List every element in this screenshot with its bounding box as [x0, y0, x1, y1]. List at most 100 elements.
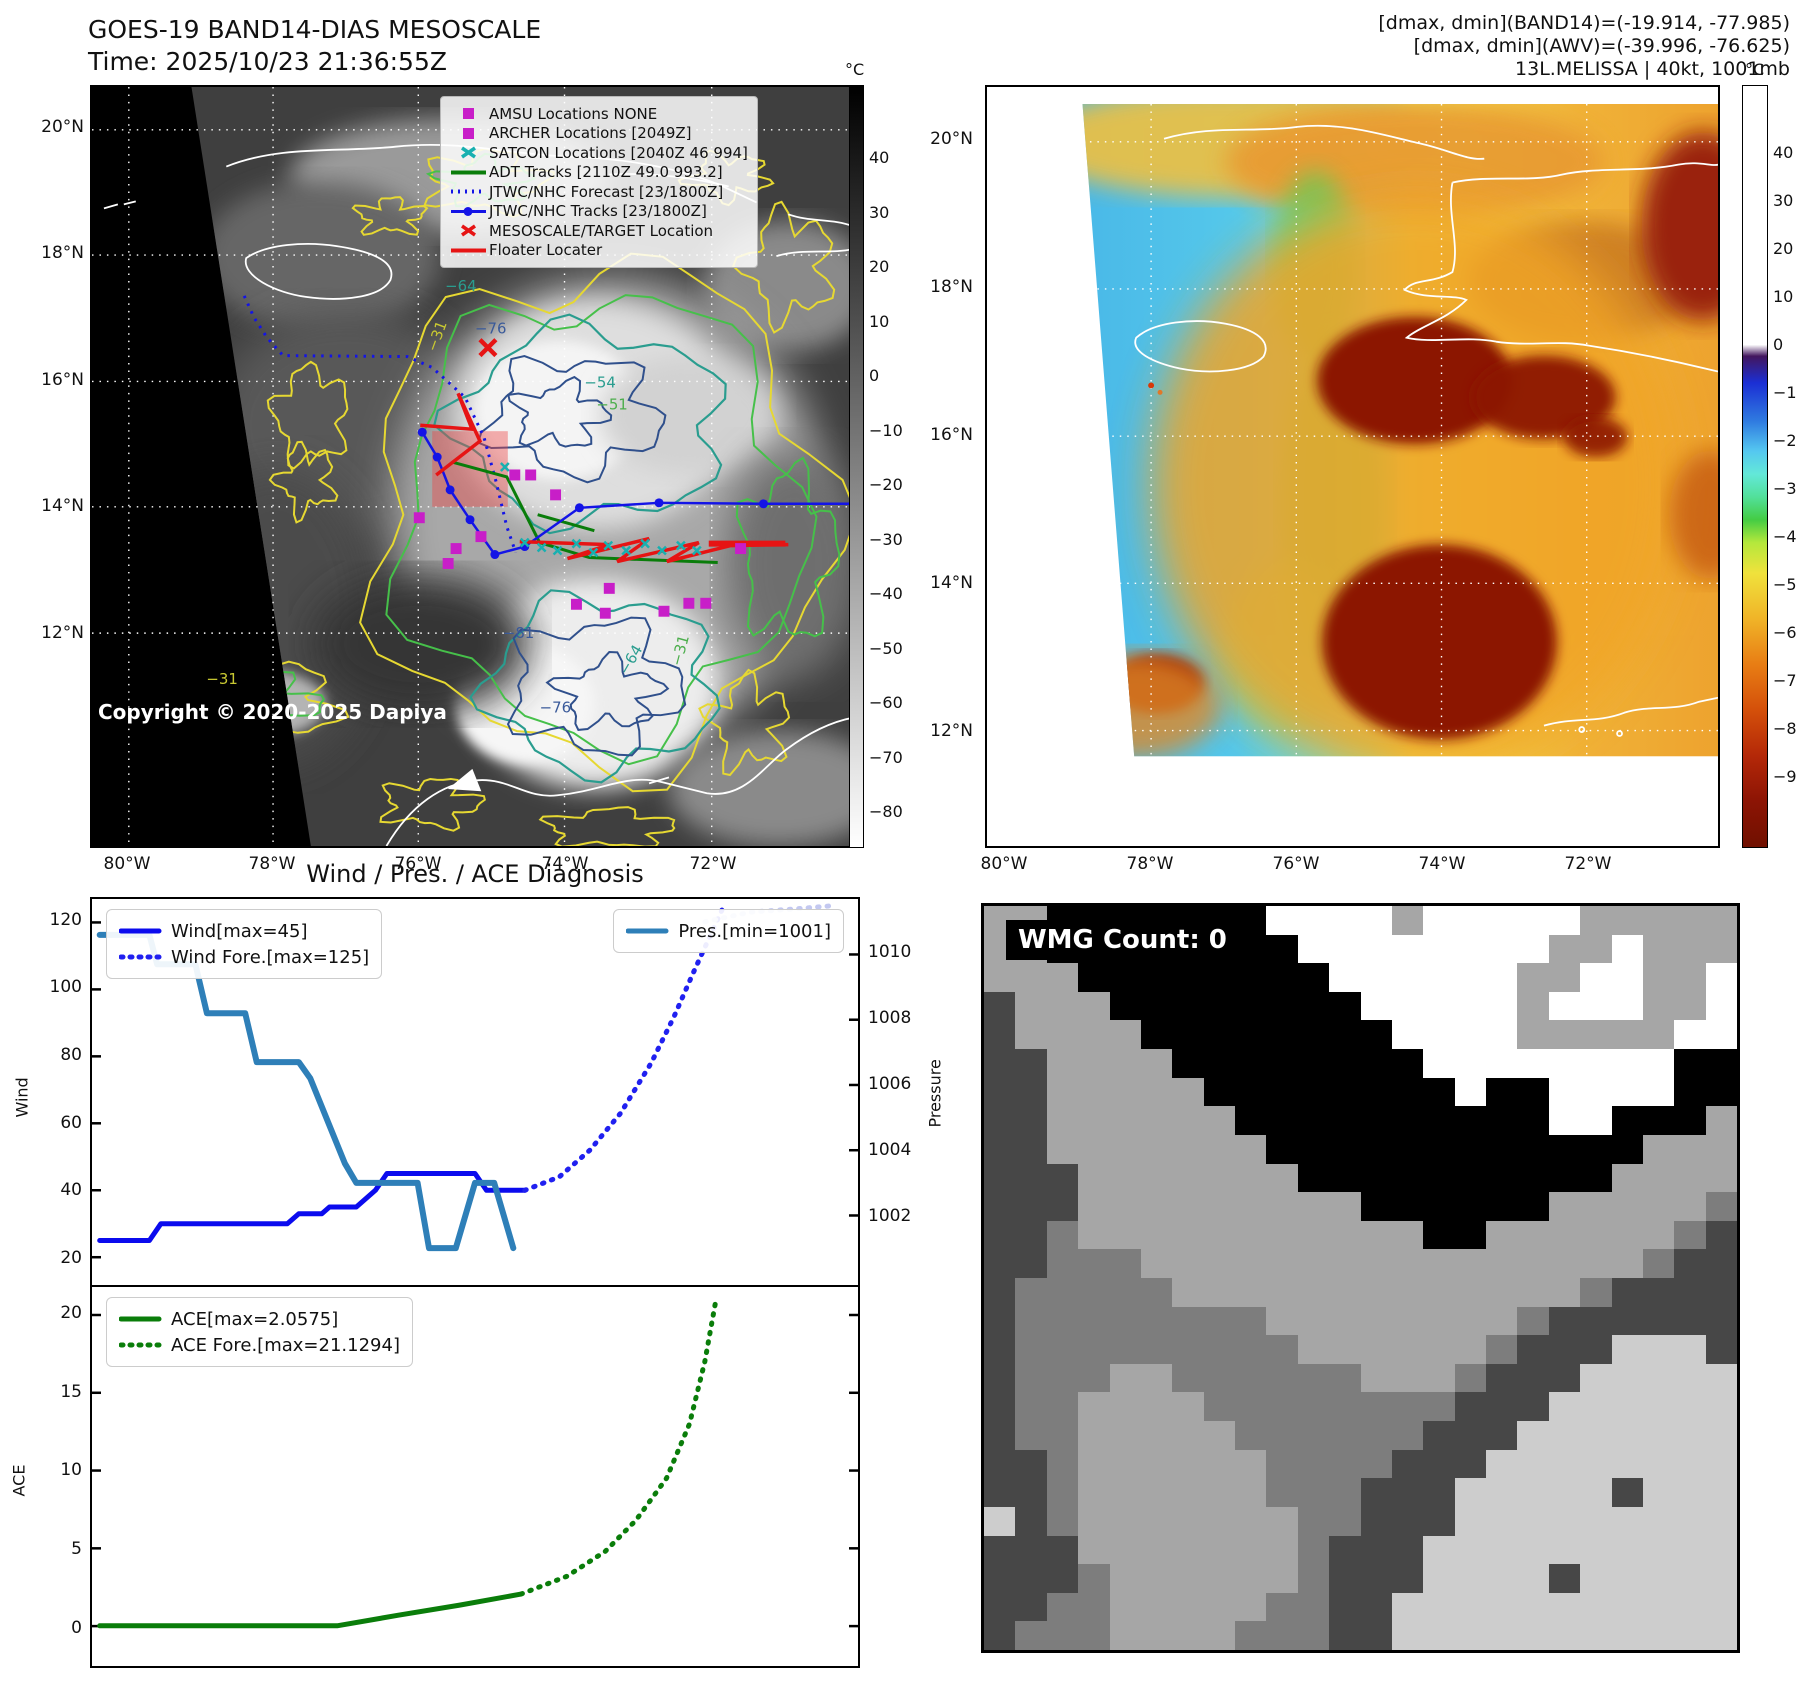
contour-line — [379, 777, 486, 832]
wmg-cell — [1548, 1163, 1581, 1193]
lat-tick-label: 12°N — [41, 623, 84, 643]
lon-tick-label: 74°W — [1418, 854, 1466, 874]
wmg-cell — [1078, 1449, 1110, 1479]
wmg-cell — [1548, 1363, 1581, 1393]
wmg-cell — [1015, 1535, 1047, 1565]
colorbar-tick-label: 40 — [1773, 143, 1794, 162]
wmg-cell — [1580, 934, 1612, 964]
wmg-cell — [1329, 1535, 1361, 1565]
wmg-cell — [1015, 1621, 1047, 1650]
wmg-cell — [1015, 1077, 1047, 1107]
wmg-cell — [1140, 1020, 1173, 1050]
wmg-cell — [1046, 1621, 1079, 1650]
wmg-cell — [1329, 1363, 1361, 1393]
wmg-cell — [1235, 1077, 1267, 1107]
map-legend: AMSU Locations NONE ARCHER Locations [204… — [440, 96, 758, 268]
best-track-point — [758, 499, 768, 509]
wmg-cell — [1235, 1363, 1267, 1393]
wmg-cell — [1015, 1564, 1047, 1593]
contour-line — [469, 589, 721, 784]
satcon-fix-x — [603, 540, 614, 551]
wmg-cell — [1423, 1478, 1455, 1507]
wmg-cell — [1109, 1249, 1141, 1278]
wmg-cell — [1423, 1535, 1455, 1565]
wmg-cell — [1611, 1335, 1643, 1364]
wmg-cell — [1046, 1564, 1079, 1593]
wmg-cell — [1423, 1020, 1455, 1050]
pressure-axis-label: Pressure — [925, 1059, 945, 1128]
lat-tick-label: 14°N — [930, 573, 973, 593]
colorbar-tick-label: −40 — [1773, 527, 1797, 546]
wmg-cell — [1360, 1592, 1392, 1622]
wmg-cell — [1046, 1592, 1079, 1622]
legend-item-label: JTWC/NHC Forecast [23/1800Z] — [489, 182, 724, 201]
wmg-cell — [1611, 1535, 1643, 1565]
wmg-cell — [1297, 1306, 1330, 1336]
wmg-cell — [1674, 963, 1706, 992]
wmg-cell — [1266, 1220, 1298, 1250]
wmg-cell — [1015, 1020, 1047, 1050]
wmg-cell — [1266, 1621, 1298, 1650]
wmg-cell — [1109, 1020, 1141, 1050]
wmg-cell — [1329, 1449, 1361, 1479]
wmg-cell — [1548, 1506, 1581, 1536]
wmg-cell — [1486, 1535, 1518, 1565]
wmg-cell — [1642, 1421, 1675, 1450]
wmg-cell — [1235, 906, 1267, 935]
wind-pressure-chart: Wind[max=45] Wind Fore.[max=125] Pres.[mi… — [90, 897, 860, 1286]
wmg-cell — [1203, 1392, 1235, 1422]
chart-legend-item: ACE Fore.[max=21.1294] — [119, 1332, 400, 1358]
wmg-cell — [1360, 1363, 1392, 1393]
wmg-cell — [1360, 1020, 1392, 1050]
wmg-cell — [1297, 963, 1330, 992]
wmg-cell — [1674, 1478, 1706, 1507]
wmg-cell — [1046, 963, 1079, 992]
wmg-cell — [1486, 1249, 1518, 1278]
wmg-cell — [1078, 1535, 1110, 1565]
wmg-cell — [1391, 963, 1424, 992]
contour-value-label: −64 — [445, 277, 476, 295]
wmg-cell — [1329, 1049, 1361, 1078]
legend-item-label: AMSU Locations NONE — [489, 104, 658, 123]
wmg-cell — [1109, 1220, 1141, 1250]
chart-tick-label: 40 — [60, 1180, 82, 1201]
wmg-cell — [984, 1564, 1016, 1593]
awv-field — [1082, 103, 1718, 757]
contour-line — [698, 668, 791, 777]
wmg-cell — [1046, 1106, 1079, 1135]
wmg-cell — [1705, 1134, 1737, 1164]
wmg-cell — [1235, 1392, 1267, 1422]
wmg-cell — [1642, 1220, 1675, 1250]
wmg-cell — [1078, 1134, 1110, 1164]
wmg-cell — [1046, 1020, 1079, 1050]
wmg-cell — [1203, 1249, 1235, 1278]
wmg-cell — [1674, 1592, 1706, 1622]
wmg-cell — [1486, 934, 1518, 964]
wmg-cell — [1580, 1192, 1612, 1221]
wmg-cell — [1517, 1077, 1549, 1107]
wmg-cell — [1235, 1592, 1267, 1622]
chart-legend-item: ACE[max=2.0575] — [119, 1306, 400, 1332]
wmg-cell — [1078, 1220, 1110, 1250]
wmg-cell — [1015, 1392, 1047, 1422]
wmg-cell — [1015, 991, 1047, 1021]
pressure-legend: Pres.[min=1001] — [613, 909, 844, 953]
wmg-cell — [1266, 906, 1298, 935]
wmg-cell — [1423, 1220, 1455, 1250]
wmg-cell — [1517, 1564, 1549, 1593]
contour-line — [359, 252, 853, 793]
wmg-cell — [1391, 1421, 1424, 1450]
contour-line — [266, 360, 349, 470]
colorbar-tick-label: −30 — [869, 529, 903, 549]
wmg-cell — [1360, 991, 1392, 1021]
wmg-cell — [1235, 1621, 1267, 1650]
wmg-cell — [1642, 1535, 1675, 1565]
wmg-cell — [1705, 1535, 1737, 1565]
wmg-cell — [1140, 1106, 1173, 1135]
wmg-cell — [1203, 1478, 1235, 1507]
wmg-cell — [1548, 1278, 1581, 1307]
satcon-fix-x — [657, 545, 667, 556]
wmg-cell — [1674, 1506, 1706, 1536]
colorbar-tick-label: 10 — [869, 311, 890, 331]
awv-colorbar-unit: °C — [1745, 60, 1765, 79]
